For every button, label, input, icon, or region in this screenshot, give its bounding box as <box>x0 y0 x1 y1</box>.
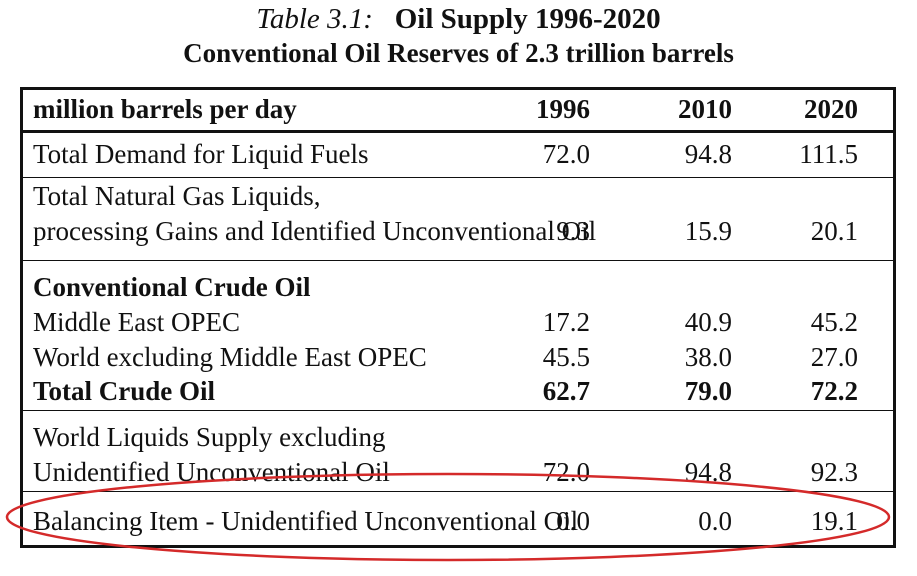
table-row: Middle East OPEC 17.2 40.9 45.2 <box>23 305 893 340</box>
row-label: Middle East OPEC <box>33 307 240 337</box>
row-label: Unidentified Unconventional Oil <box>33 457 390 487</box>
table-row: Total Crude Oil 62.7 79.0 72.2 <box>23 374 893 409</box>
table-row: World Liquids Supply excluding <box>23 420 893 455</box>
oil-supply-table: million barrels per day 1996 2010 2020 T… <box>20 87 896 548</box>
table-main-title: Oil Supply 1996-2020 <box>394 3 661 35</box>
table-row: processing Gains and Identified Unconven… <box>23 214 893 249</box>
cell-value: 72.0 <box>542 139 590 169</box>
header-year-1996: 1996 <box>536 94 590 124</box>
cell-value: 62.7 <box>542 376 590 406</box>
cell-value: 9.3 <box>556 216 590 246</box>
balancing-item-row: Balancing Item - Unidentified Unconventi… <box>23 491 893 545</box>
cell-value: 17.2 <box>542 307 590 337</box>
cell-value: 40.9 <box>684 307 732 337</box>
cell-value: 0.0 <box>556 506 590 536</box>
header-row: million barrels per day 1996 2010 2020 <box>23 90 893 132</box>
header-year-2020: 2020 <box>804 94 858 124</box>
title-line: Table 3.1: Oil Supply 1996-2020 <box>0 2 917 36</box>
row-label: World excluding Middle East OPEC <box>33 342 427 372</box>
table-row: World excluding Middle East OPEC 45.5 38… <box>23 340 893 375</box>
cell-value: 92.3 <box>810 457 858 487</box>
row-label: Total Crude Oil <box>33 376 216 406</box>
cell-value: 79.0 <box>684 376 732 406</box>
row-label: processing Gains and Identified Unconven… <box>33 216 597 246</box>
cell-value: 72.0 <box>542 457 590 487</box>
cell-value: 94.8 <box>684 457 732 487</box>
header-year-2010: 2010 <box>678 94 732 124</box>
total-demand-row: Total Demand for Liquid Fuels 72.0 94.8 … <box>23 130 893 178</box>
table-number: Table 3.1: <box>256 3 373 35</box>
cell-value: 20.1 <box>810 216 858 246</box>
cell-value: 72.2 <box>810 376 858 406</box>
table-subtitle: Conventional Oil Reserves of 2.3 trillio… <box>183 38 734 68</box>
table-row: Total Natural Gas Liquids, <box>23 179 893 214</box>
cell-value: 45.5 <box>542 342 590 372</box>
table-header: million barrels per day 1996 2010 2020 <box>23 92 893 127</box>
row-label: Total Natural Gas Liquids, <box>33 181 321 211</box>
row-label: Total Demand for Liquid Fuels <box>33 139 369 169</box>
table-row: Unidentified Unconventional Oil 72.0 94.… <box>23 455 893 490</box>
ngl-row: Total Natural Gas Liquids, processing Ga… <box>23 177 893 261</box>
header-units-label: million barrels per day <box>33 94 297 124</box>
section-heading: Conventional Crude Oil <box>23 270 893 305</box>
cell-value: 15.9 <box>684 216 732 246</box>
cell-value: 38.0 <box>684 342 732 372</box>
cell-value: 45.2 <box>810 307 858 337</box>
row-label: Conventional Crude Oil <box>33 272 311 302</box>
conventional-crude-section: Conventional Crude Oil Middle East OPEC … <box>23 260 893 411</box>
world-liquids-row: World Liquids Supply excluding Unidentif… <box>23 410 893 492</box>
table-row: Total Demand for Liquid Fuels 72.0 94.8 … <box>23 137 893 172</box>
cell-value: 19.1 <box>810 506 858 536</box>
cell-value: 111.5 <box>799 139 858 169</box>
table-row: Balancing Item - Unidentified Unconventi… <box>23 504 893 539</box>
cell-value: 27.0 <box>810 342 858 372</box>
cell-value: 0.0 <box>698 506 732 536</box>
row-label: World Liquids Supply excluding <box>33 422 386 452</box>
cell-value: 94.8 <box>684 139 732 169</box>
table-title: Table 3.1: Oil Supply 1996-2020 Conventi… <box>0 2 917 70</box>
